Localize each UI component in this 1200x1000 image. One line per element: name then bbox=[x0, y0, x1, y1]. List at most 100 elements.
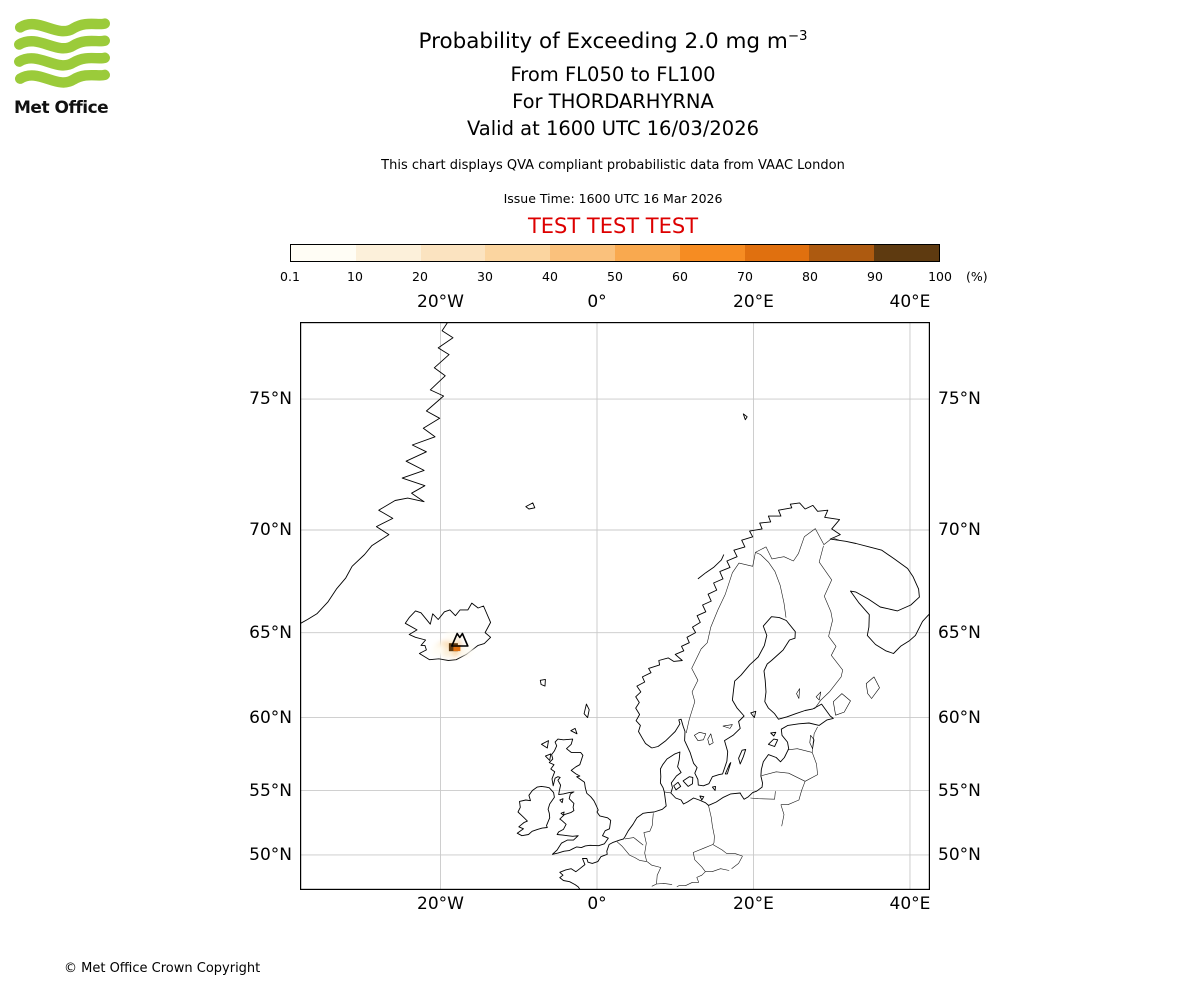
lake-onega bbox=[865, 676, 880, 699]
lat-label-right: 60°N bbox=[938, 707, 981, 728]
lake-peipus bbox=[809, 735, 815, 749]
colorbar-segment bbox=[420, 245, 486, 261]
colorbar-tick-label: 20 bbox=[412, 269, 428, 284]
lat-label-right: 55°N bbox=[938, 780, 981, 801]
country-border-kaliningrad bbox=[750, 791, 776, 800]
coastline-lewis bbox=[540, 740, 549, 749]
coastline-ruegen bbox=[699, 795, 705, 801]
lat-label-right: 75°N bbox=[938, 389, 981, 410]
colorbar-tick-label: 70 bbox=[737, 269, 753, 284]
met-office-logo: Met Office bbox=[14, 16, 114, 118]
coastline-aland bbox=[750, 710, 757, 719]
title-exponent: −3 bbox=[787, 29, 808, 44]
coastline-lofoten-islands bbox=[697, 554, 725, 580]
colorbar-tick-label: 30 bbox=[477, 269, 493, 284]
country-border-latvia-lithuania bbox=[761, 771, 806, 782]
country-border-denmark-germany bbox=[664, 791, 671, 794]
colorbar-tick-label: 100 bbox=[928, 269, 952, 284]
country-border-norway-sweden bbox=[685, 552, 756, 734]
coastline-great-britain bbox=[548, 738, 612, 855]
coastline-norway-kola-whitesea-coast bbox=[635, 502, 930, 749]
colorbar-segment bbox=[679, 245, 745, 261]
coastline-gotland bbox=[738, 749, 747, 765]
lake-ladoga bbox=[833, 693, 851, 716]
lake-vanern bbox=[694, 732, 707, 741]
page-title: Probability of Exceeding 2.0 mg m−3 bbox=[13, 29, 1200, 54]
lake-malaren bbox=[722, 724, 733, 729]
country-border-estonia-latvia bbox=[787, 748, 813, 753]
country-border-norway-finland-russia bbox=[755, 528, 840, 562]
country-border-estonia-russia bbox=[811, 726, 818, 753]
coastline-saaremaa bbox=[767, 738, 779, 747]
country-border-netherlands-belgium bbox=[624, 837, 644, 846]
probability-cell-core bbox=[453, 645, 461, 652]
country-border-poland-belarus bbox=[780, 804, 785, 827]
colorbar-tick-label: 60 bbox=[672, 269, 688, 284]
country-border-sweden-finland bbox=[755, 552, 787, 618]
lon-label-bottom: 0° bbox=[587, 894, 607, 914]
marker-layer bbox=[451, 632, 469, 647]
title-text: Probability of Exceeding 2.0 mg m bbox=[418, 29, 788, 55]
lat-label-right: 70°N bbox=[938, 520, 981, 540]
lon-label-top: 20°E bbox=[733, 292, 774, 312]
probability-cell bbox=[446, 632, 457, 642]
coastline-bornholm bbox=[711, 785, 716, 791]
country-border-czech-slovakia bbox=[731, 855, 743, 869]
country-border-czech-germany bbox=[692, 844, 713, 872]
probability-cell bbox=[461, 644, 473, 654]
country-border-lithuania-belarus bbox=[780, 781, 806, 805]
colorbar-tick-label: 40 bbox=[542, 269, 558, 284]
qva-note: This chart displays QVA compliant probab… bbox=[381, 158, 845, 173]
country-border-czech-austria bbox=[705, 868, 730, 872]
colorbar-segment bbox=[809, 245, 875, 261]
subtitle-volcano: For THORDARHYRNA bbox=[512, 90, 714, 113]
colorbar-segment bbox=[485, 245, 551, 261]
colorbar-tick-label: 50 bbox=[607, 269, 623, 284]
colorbar-scale bbox=[290, 244, 940, 262]
coastline-europe-baltic-coast bbox=[559, 616, 834, 890]
met-office-logo-waves bbox=[14, 18, 110, 88]
lon-label-top: 20°W bbox=[417, 292, 464, 312]
colorbar-tick-label: 80 bbox=[802, 269, 818, 284]
coastline-oland bbox=[724, 762, 732, 775]
lat-label-left: 70°N bbox=[249, 520, 292, 540]
subtitle-valid-time: Valid at 1600 UTC 16/03/2026 bbox=[466, 117, 760, 140]
coastline-greenland-east-coast bbox=[300, 322, 454, 625]
lon-label-bottom: 40°E bbox=[889, 894, 931, 914]
subtitle-flight-levels: From FL050 to FL100 bbox=[510, 63, 716, 86]
colorbar-unit-label: (%) bbox=[966, 269, 988, 284]
grid-layer bbox=[300, 322, 930, 890]
colorbar-segment bbox=[744, 245, 810, 261]
lon-label-top: 0° bbox=[587, 292, 607, 312]
lat-label-left: 55°N bbox=[249, 780, 292, 801]
coastline-jan-mayen bbox=[525, 502, 536, 510]
coastline-faroe-islands bbox=[539, 678, 546, 687]
country-border-latvia-russia-belarus bbox=[804, 752, 818, 782]
map-frame bbox=[300, 322, 930, 890]
lake-paijanne bbox=[796, 688, 800, 699]
test-banner: TEST TEST TEST bbox=[527, 214, 699, 238]
coastline-isle-of-man bbox=[559, 798, 564, 804]
lon-label-bottom: 20°E bbox=[733, 894, 774, 914]
country-border-france-belgium-lux bbox=[616, 841, 647, 862]
lon-label-top: 40°E bbox=[889, 292, 931, 312]
colorbar-segment bbox=[291, 245, 356, 261]
coastline-funen bbox=[673, 781, 682, 791]
copyright-text: © Met Office Crown Copyright bbox=[64, 961, 261, 976]
coastline-ireland bbox=[516, 785, 555, 837]
lat-label-right: 50°N bbox=[938, 844, 981, 865]
lat-label-left: 75°N bbox=[249, 389, 292, 410]
lat-label-left: 60°N bbox=[249, 707, 292, 728]
lake-saimaa bbox=[815, 691, 822, 701]
lake-vattern bbox=[707, 733, 714, 746]
geography-layer bbox=[300, 322, 930, 890]
colorbar-segment bbox=[550, 245, 615, 261]
volcano-marker bbox=[451, 632, 469, 647]
coastline-orkney bbox=[570, 727, 578, 735]
country-border-belgium-germany-netherlands bbox=[643, 813, 654, 862]
coastline-skye bbox=[544, 753, 552, 761]
coastline-bear-island bbox=[742, 413, 748, 421]
country-border-switzerland-north bbox=[651, 883, 673, 887]
probability-cell bbox=[442, 648, 454, 658]
